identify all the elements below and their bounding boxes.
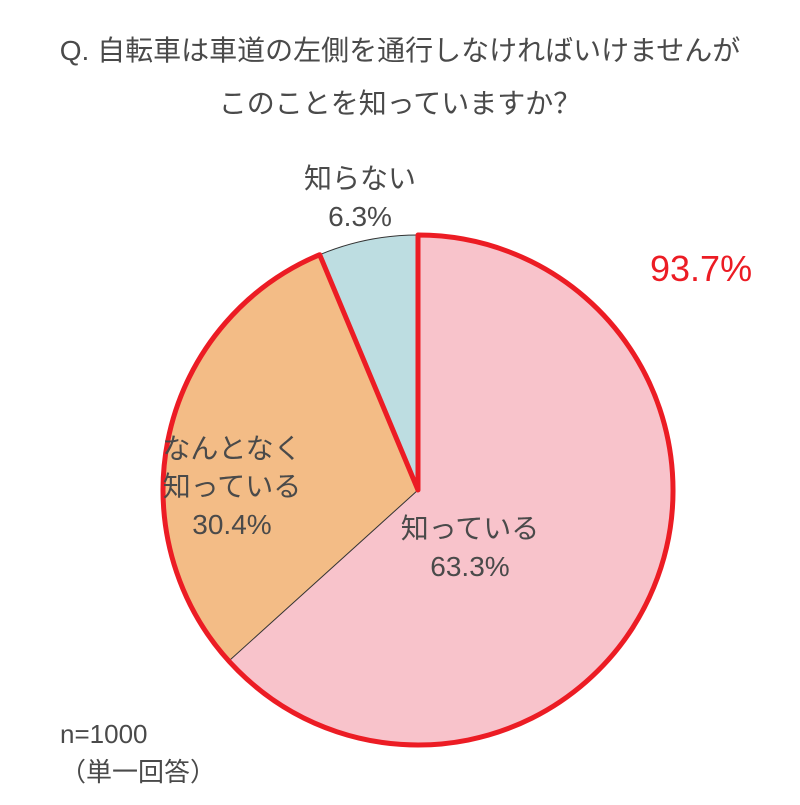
label-know-pct: 63.3% <box>430 551 509 582</box>
slice-label-somewhat: なんとなく 知っている 30.4% <box>162 430 301 543</box>
pie-svg <box>0 0 800 800</box>
sample-size-note: n=1000 （単一回答） <box>60 716 216 791</box>
highlight-sum-text: 93.7% <box>650 248 752 289</box>
footnote-n: n=1000 <box>60 719 147 749</box>
label-somewhat-pct: 30.4% <box>192 509 271 540</box>
slice-label-dontknow: 知らない 6.3% <box>304 160 416 236</box>
highlight-sum-label: 93.7% <box>650 248 752 290</box>
footnote-method: （単一回答） <box>60 757 216 787</box>
label-know-text: 知っている <box>401 513 540 544</box>
pie-chart: 知っている 63.3% なんとなく 知っている 30.4% 知らない 6.3% … <box>0 0 800 800</box>
label-somewhat-text2: 知っている <box>163 471 302 502</box>
label-dontknow-pct: 6.3% <box>328 201 392 232</box>
label-dontknow-text: 知らない <box>304 163 416 194</box>
label-somewhat-text1: なんとなく <box>162 433 301 464</box>
slice-label-know: 知っている 63.3% <box>401 510 540 586</box>
